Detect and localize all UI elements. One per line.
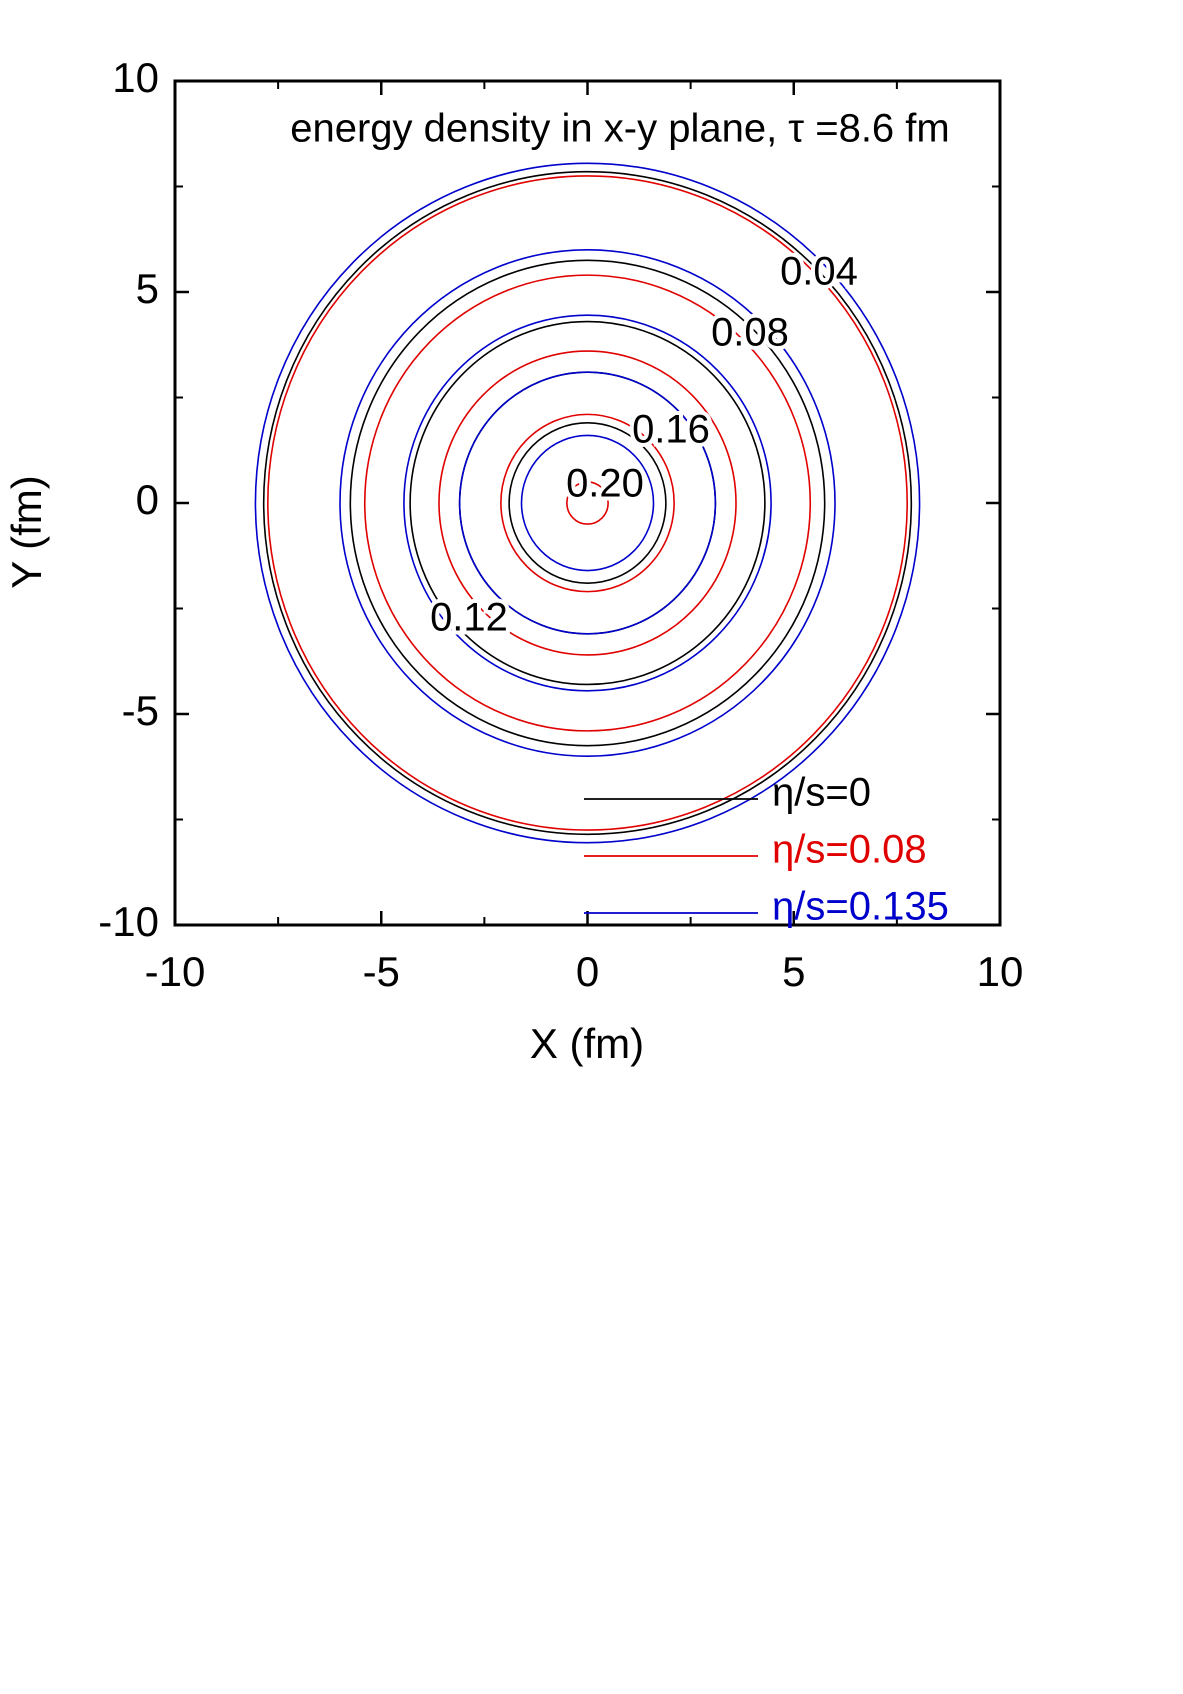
contour-ring bbox=[349, 259, 826, 747]
legend-label: η/s=0 bbox=[772, 771, 871, 815]
contour-ring bbox=[438, 350, 737, 656]
y-tick-label: 5 bbox=[136, 265, 159, 312]
x-tick-label: 5 bbox=[782, 948, 805, 995]
x-tick-label: 0 bbox=[576, 948, 599, 995]
y-axis-label: Y (fm) bbox=[3, 475, 50, 589]
y-tick-label: 10 bbox=[112, 54, 159, 101]
contour-ring bbox=[566, 481, 609, 525]
y-tick-label: -10 bbox=[98, 898, 159, 945]
chart-title: energy density in x-y plane, τ =8.6 fm bbox=[290, 107, 949, 151]
contour-ring bbox=[409, 320, 766, 686]
contour-ring bbox=[458, 371, 717, 635]
y-tick-label: -5 bbox=[122, 687, 159, 734]
contour-ring bbox=[403, 314, 772, 692]
contour-label: 0.08 bbox=[711, 311, 789, 355]
x-tick-label: -5 bbox=[363, 948, 400, 995]
legend-label: η/s=0.08 bbox=[772, 828, 927, 872]
contour-ring bbox=[363, 274, 812, 732]
contour-label: 0.20 bbox=[566, 462, 644, 506]
x-tick-label: -10 bbox=[145, 948, 206, 995]
contour-ring bbox=[339, 249, 836, 757]
contour-ring bbox=[508, 422, 667, 584]
contour-label: 0.12 bbox=[430, 596, 508, 640]
contour-ring bbox=[262, 170, 913, 836]
y-tick-label: 0 bbox=[136, 476, 159, 523]
contour-label: 0.04 bbox=[780, 250, 858, 294]
contour-ring bbox=[520, 434, 655, 572]
x-tick-label: 10 bbox=[977, 948, 1024, 995]
x-axis-label: X (fm) bbox=[530, 1020, 644, 1067]
contour-ring bbox=[500, 413, 675, 593]
contour-ring bbox=[267, 175, 908, 831]
contour-label: 0.16 bbox=[632, 408, 710, 452]
legend-label: η/s=0.135 bbox=[772, 885, 949, 929]
contour-ring bbox=[254, 162, 921, 844]
